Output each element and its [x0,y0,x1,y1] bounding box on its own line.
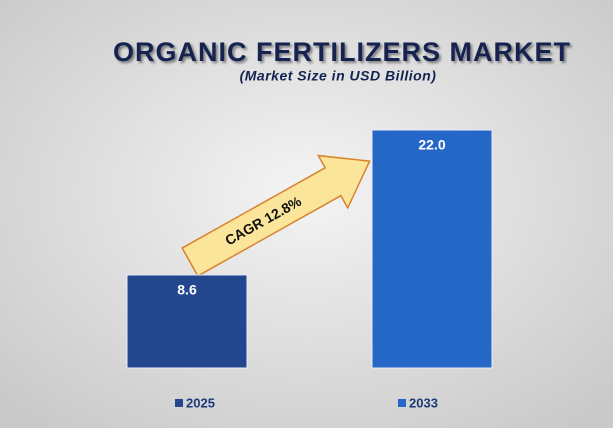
bar [126,274,248,369]
legend-swatch [175,399,183,407]
chart-subtitle: (Market Size in USD Billion) [240,68,437,84]
legend-swatch [398,399,406,407]
value-label: 8.6 [177,282,197,298]
legend-label: 2033 [409,395,438,410]
legend-label: 2025 [186,395,215,410]
arrow-shape [181,154,371,277]
chart-title: ORGANIC FERTILIZERS MARKET [113,37,571,67]
value-label: 22.0 [418,137,445,153]
bar [371,129,493,369]
